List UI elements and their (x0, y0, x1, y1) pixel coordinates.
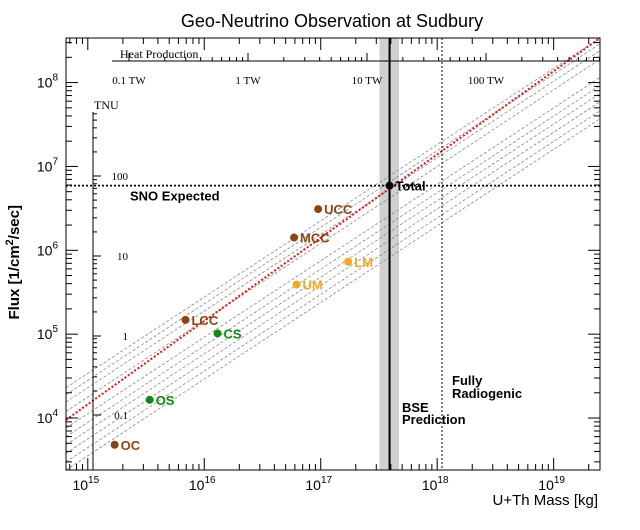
y-tick-label: 107 (37, 156, 59, 174)
fully-radiogenic-label: Fully (452, 373, 483, 388)
data-point (292, 280, 301, 289)
reference-line (65, 37, 601, 389)
sno-expected-label: SNO Expected (130, 189, 220, 204)
y-tick-label: 104 (37, 408, 59, 426)
data-point-label: Total (396, 179, 426, 194)
data-point-label: MCC (300, 231, 330, 246)
data-point-label: UCC (324, 202, 353, 217)
data-point (110, 440, 119, 449)
data-point (290, 233, 299, 242)
tnu-axis-tick-label: 1 (123, 331, 129, 343)
reference-line (65, 43, 601, 395)
plot-frame (65, 37, 601, 471)
reference-line (65, 118, 601, 471)
data-point (314, 205, 323, 214)
tnu-axis-tick-label: 0.1 (114, 410, 128, 422)
heat-axis-title: Heat Production (120, 47, 198, 61)
x-tick-label: 1015 (72, 475, 99, 493)
tnu-axis-tick-label: 10 (117, 251, 129, 263)
y-tick-label: 105 (37, 324, 59, 342)
tnu-axis-tick-label: 100 (112, 171, 129, 183)
reference-line (65, 50, 601, 403)
x-tick-label: 1018 (422, 475, 449, 493)
data-point (181, 315, 190, 324)
x-axis-label: U+Th Mass [kg] (493, 492, 598, 509)
best-fit-line (65, 37, 601, 421)
tnu-axis-title: TNU (94, 98, 119, 112)
data-point-label: UM (303, 278, 323, 293)
heat-axis-tick-label: 10 TW (352, 75, 383, 87)
reference-line (65, 85, 601, 437)
bse-label: Prediction (402, 412, 466, 427)
y-tick-label: 108 (37, 73, 59, 91)
reference-line (65, 101, 601, 454)
data-point (344, 257, 353, 266)
data-point (213, 329, 222, 338)
data-point (385, 181, 394, 190)
y-axis-label: Flux [1/cm2/sec] (4, 205, 23, 320)
data-point-label: LCC (191, 313, 218, 328)
fully-radiogenic-label: Radiogenic (452, 386, 522, 401)
data-point-label: OS (156, 393, 175, 408)
reference-line (65, 110, 601, 463)
data-point-label: OC (121, 438, 141, 453)
reference-line (65, 93, 601, 446)
reference-line (65, 58, 601, 412)
x-tick-label: 1016 (189, 475, 216, 493)
heat-axis-tick-label: 1 TW (235, 75, 261, 87)
data-point-label: CS (224, 326, 242, 341)
heat-axis-tick-label: 0.1 TW (112, 75, 146, 87)
y-tick-label: 106 (37, 240, 59, 258)
heat-axis-tick-label: 100 TW (468, 75, 505, 87)
reference-line (65, 77, 601, 429)
x-tick-label: 1017 (305, 475, 332, 493)
data-point (145, 395, 154, 404)
chart-title: Geo-Neutrino Observation at Sudbury (181, 11, 483, 31)
x-tick-label: 1019 (538, 475, 565, 493)
data-point-label: LM (354, 255, 373, 270)
bse-label: BSE (402, 400, 429, 415)
